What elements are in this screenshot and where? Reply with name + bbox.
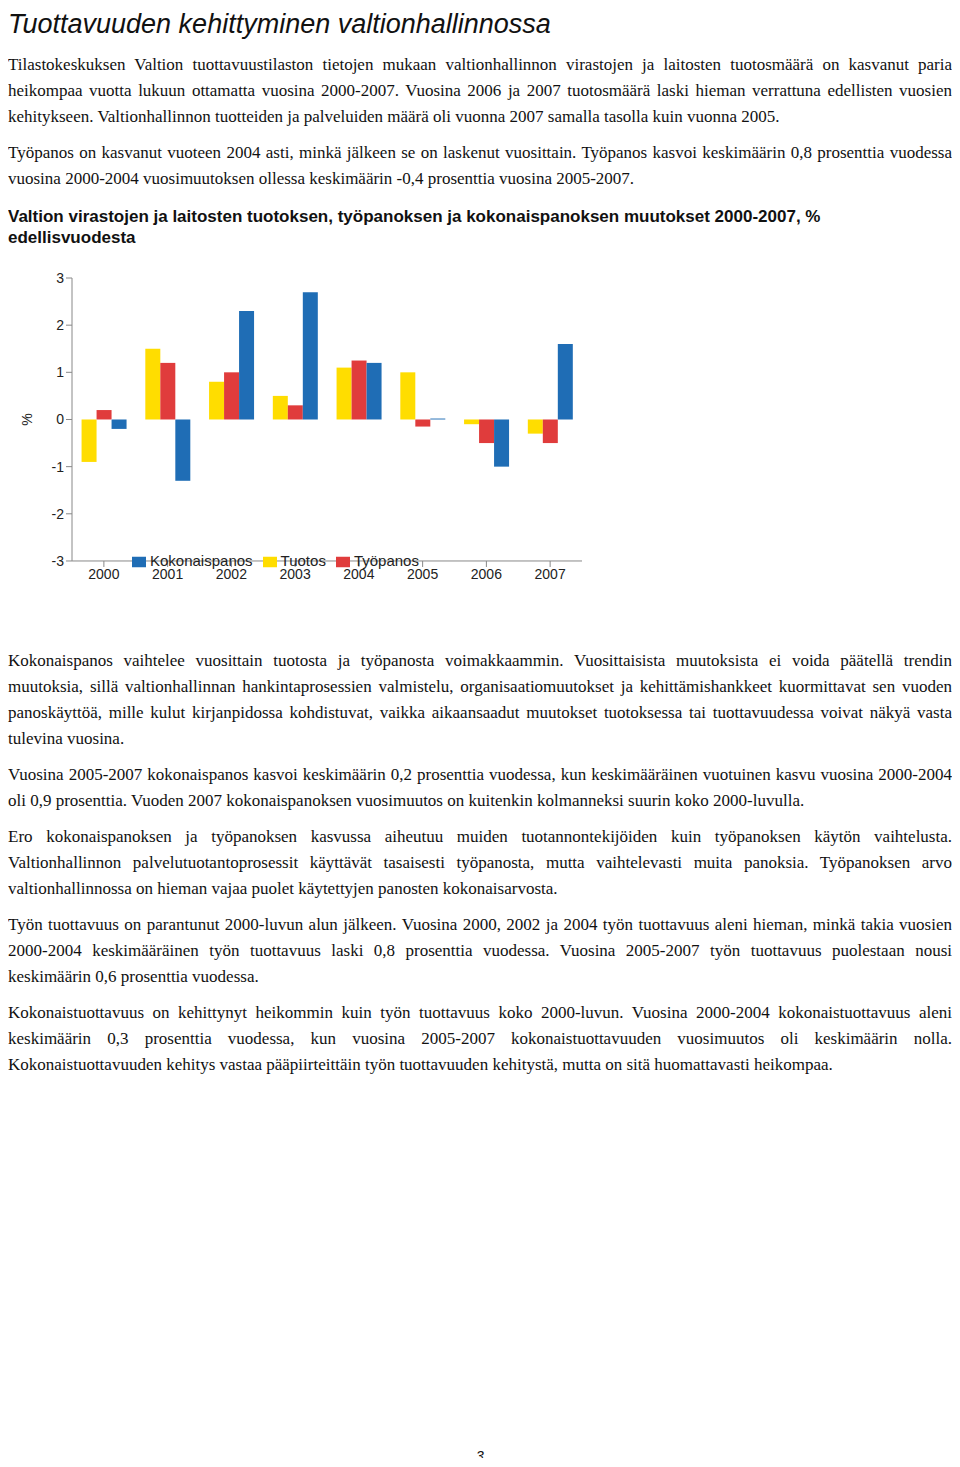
svg-text:2005: 2005 bbox=[407, 566, 438, 582]
html-text:Kokonaispanos vaihtelee vuosit: Kokonaispanos vaihtelee vuosittain tuoto… bbox=[8, 651, 952, 748]
svg-text:2001: 2001 bbox=[152, 566, 183, 582]
html-text:Tilastokeskuksen Valtion tuott: Tilastokeskuksen Valtion tuottavuustilas… bbox=[8, 55, 952, 126]
svg-text:2000: 2000 bbox=[88, 566, 119, 582]
html-text:3: 3 bbox=[476, 1448, 484, 1464]
html-text:Ero kokonaispanoksen ja työpan: Ero kokonaispanoksen ja työpanoksen kasv… bbox=[8, 827, 952, 898]
svg-text:0: 0 bbox=[56, 411, 64, 427]
svg-text:2003: 2003 bbox=[280, 566, 311, 582]
html-text:Tuottavuuden kehittyminen valt: Tuottavuuden kehittyminen valtionhallinn… bbox=[8, 9, 551, 39]
svg-text:1: 1 bbox=[56, 364, 64, 380]
svg-text:-3: -3 bbox=[52, 553, 65, 569]
html-text:Kokonaispanos: Kokonaispanos bbox=[150, 552, 253, 569]
svg-text:2007: 2007 bbox=[535, 566, 566, 582]
html-text:Työpanos: Työpanos bbox=[353, 552, 419, 569]
html-text:Työn tuottavuus on parantunut: Työn tuottavuus on parantunut 2000-luvun… bbox=[8, 915, 952, 986]
html-text:Valtion virastojen ja laitoste: Valtion virastojen ja laitosten tuotokse… bbox=[8, 207, 821, 247]
html-text:Kokonaistuottavuus on kehittyn: Kokonaistuottavuus on kehittynyt heikomm… bbox=[8, 1003, 952, 1074]
html-text:Työpanos on kasvanut vuoteen 2: Työpanos on kasvanut vuoteen 2004 asti, … bbox=[8, 143, 952, 188]
svg-text:2002: 2002 bbox=[216, 566, 247, 582]
svg-text:-2: -2 bbox=[52, 506, 65, 522]
svg-text:2: 2 bbox=[56, 317, 64, 333]
svg-text:2006: 2006 bbox=[471, 566, 502, 582]
svg-text:-1: -1 bbox=[52, 459, 65, 475]
svg-text:%: % bbox=[19, 413, 35, 425]
html-text:Vuosina 2005-2007 kokonaispano: Vuosina 2005-2007 kokonaispanos kasvoi k… bbox=[8, 765, 952, 810]
html-text:Tuotos: Tuotos bbox=[280, 552, 326, 569]
svg-text:3: 3 bbox=[56, 270, 64, 286]
svg-text:2004: 2004 bbox=[343, 566, 374, 582]
